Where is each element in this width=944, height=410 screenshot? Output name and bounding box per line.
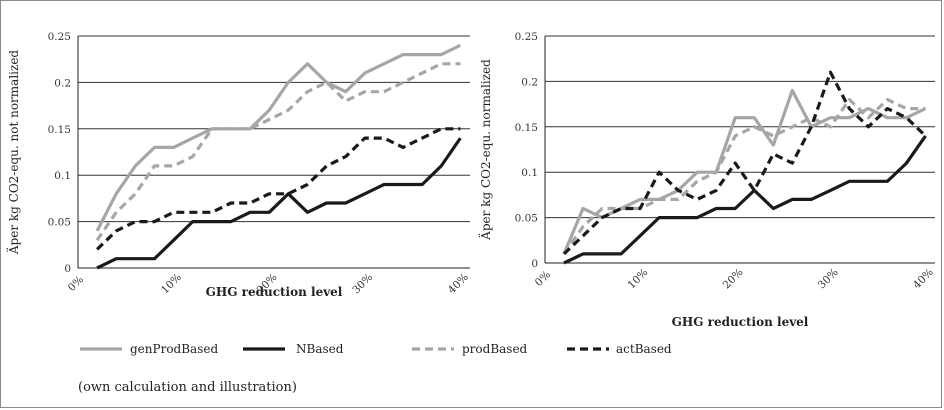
y-axis-label: Äper kg CO2-equ. not normalized — [5, 50, 21, 256]
legend-label-actBased: actBased — [616, 342, 672, 356]
x-tick-label: 10% — [626, 266, 651, 291]
x-tick-label: 0% — [66, 274, 86, 294]
y-tick-label: 0.15 — [48, 124, 71, 136]
series-line-genProdBased — [95, 43, 462, 232]
y-tick-label: 0 — [64, 263, 71, 275]
chart-right: 0 0.05 0.1 0.15 0.2 0.25 0% 10% 20% 30% 40% GHG red… — [477, 31, 936, 329]
y-tick-label: 0 — [531, 258, 538, 270]
x-tick-label: 40% — [911, 266, 936, 291]
caption: (own calculation and illustration) — [78, 380, 297, 395]
y-tick-label: 0.05 — [515, 213, 538, 225]
series-line-NBased — [563, 134, 927, 265]
y-axis-label: Äper kg CO2-equ. normalized — [477, 59, 493, 241]
x-tick-label: 30% — [350, 271, 375, 296]
legend-label-genProdBased: genProdBased — [130, 342, 218, 356]
x-tick-label: 20% — [721, 266, 746, 291]
x-tick-label: 30% — [816, 266, 841, 291]
series-line-prodBased — [95, 62, 461, 242]
y-tick-label: 0.25 — [515, 31, 538, 43]
chart-left: 00.050.10.150.20.250% 10% 20% 30% 40%GHG red… — [5, 31, 471, 299]
x-axis-label: GHG reduction level — [206, 285, 343, 299]
x-axis-label: GHG reduction level — [672, 315, 809, 329]
series-line-prodBased — [562, 97, 926, 255]
y-tick-label: 0.05 — [48, 217, 71, 229]
legend-label-prodBased: prodBased — [462, 342, 528, 356]
y-tick-label: 0.1 — [54, 170, 71, 182]
series-line-NBased — [96, 137, 462, 270]
x-tick-label: 40% — [446, 271, 471, 296]
series-line-actBased — [95, 127, 461, 251]
y-tick-label: 0.15 — [515, 122, 538, 134]
legend: genProdBased NBased prodBased actBased — [80, 342, 672, 356]
y-tick-label: 0.2 — [521, 76, 538, 88]
y-tick-label: 0.25 — [48, 31, 71, 43]
x-tick-label: 10% — [159, 271, 184, 296]
y-tick-label: 0.2 — [54, 77, 71, 89]
x-tick-label: 0% — [533, 269, 553, 289]
y-tick-label: 0.1 — [521, 167, 538, 179]
legend-label-NBased: NBased — [296, 342, 344, 356]
series-line-actBased — [562, 70, 927, 256]
